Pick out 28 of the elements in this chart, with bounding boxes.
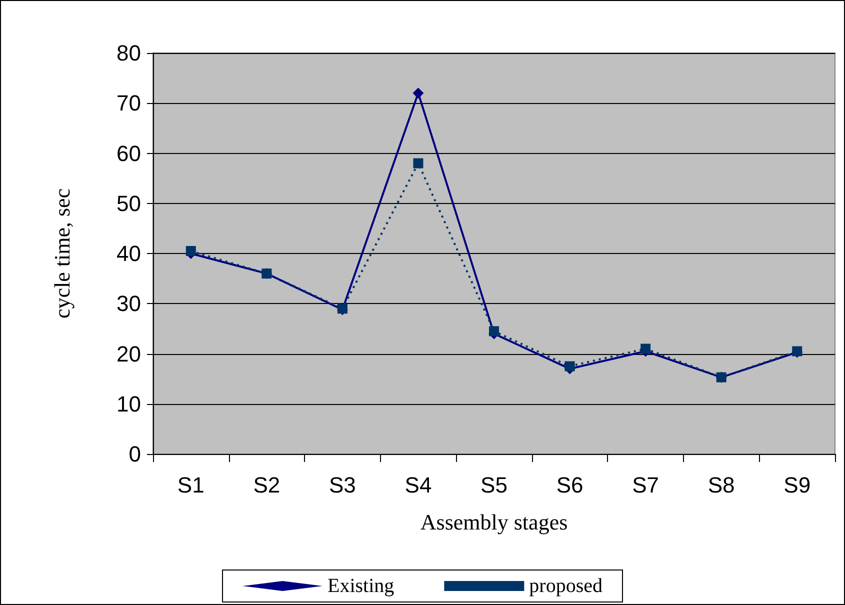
x-tick-label: S3 (328, 472, 356, 498)
x-tick-label: S1 (177, 472, 204, 498)
legend-label: proposed (529, 575, 603, 597)
x-tick-label: S8 (708, 472, 735, 498)
x-tick-label: S9 (784, 472, 811, 498)
y-axis-title: cycle time, sec (50, 188, 74, 319)
x-tick-label: S2 (253, 472, 280, 498)
point (412, 88, 424, 99)
point (413, 158, 424, 168)
y-tick-label: 80 (116, 40, 141, 66)
y-tick-label: 0 (128, 442, 141, 466)
x-tick-label: S5 (480, 472, 508, 498)
y-tick-label: 40 (116, 241, 141, 266)
y-tick-label: 10 (116, 391, 141, 416)
x-tick-label: S4 (404, 472, 432, 498)
point (564, 361, 575, 372)
x-tick-label: S7 (632, 472, 660, 498)
y-tick-label: 30 (116, 291, 141, 316)
legend-label: Existing (328, 575, 394, 597)
y-tick-label: 70 (116, 90, 141, 116)
y-tick-label: 50 (116, 190, 141, 216)
point (640, 344, 651, 354)
x-tick-label: S6 (556, 472, 584, 498)
point (489, 326, 499, 336)
y-tick-label: 20 (116, 341, 141, 366)
point (186, 246, 196, 256)
x-axis-title: Assembly stages (420, 510, 568, 534)
y-tick-label: 60 (116, 140, 141, 166)
